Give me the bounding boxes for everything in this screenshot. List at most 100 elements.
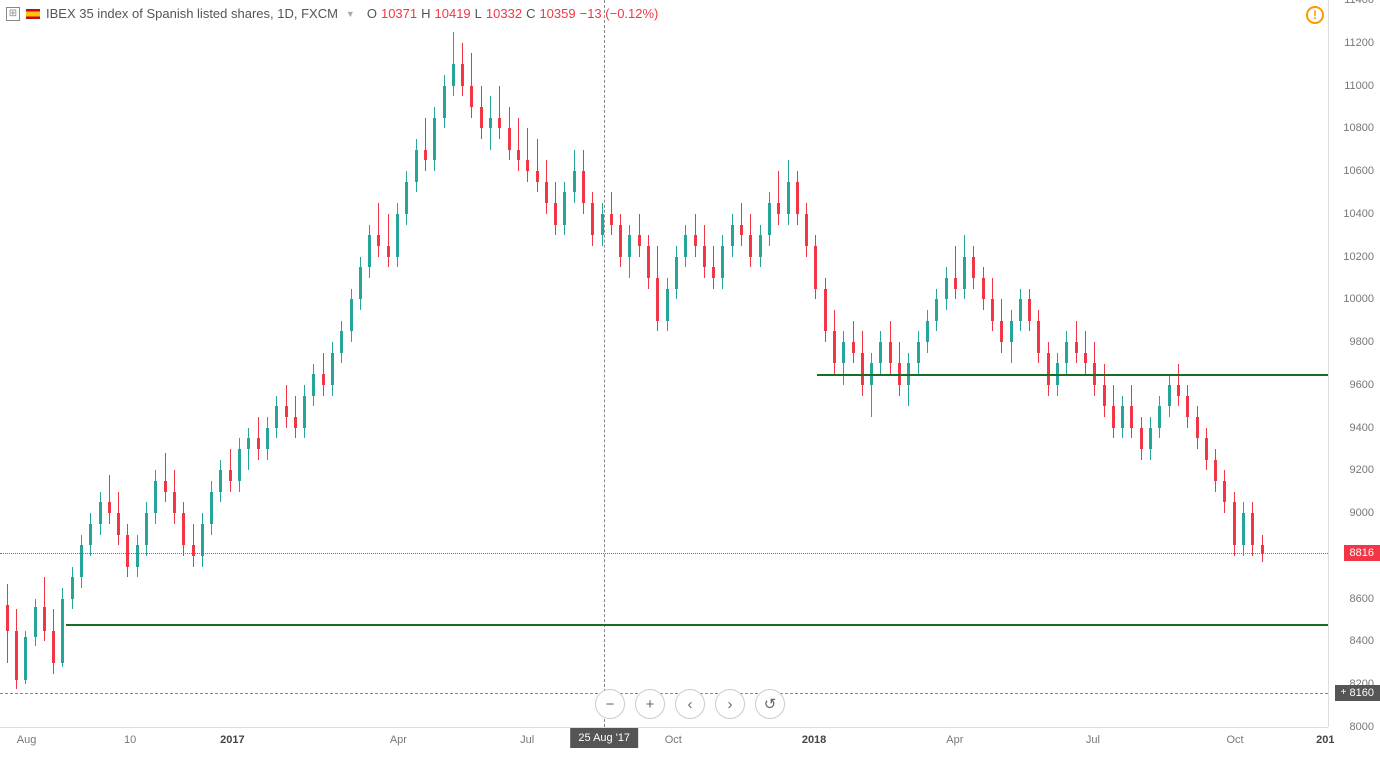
candle <box>1020 289 1021 332</box>
candle <box>174 470 175 523</box>
candle <box>1159 396 1160 439</box>
candle <box>1215 449 1216 492</box>
expand-icon[interactable]: ⊞ <box>6 7 20 21</box>
candle <box>537 139 538 192</box>
candle <box>1066 331 1067 374</box>
candle <box>592 192 593 245</box>
candle <box>1104 364 1105 417</box>
candle <box>871 353 872 417</box>
candle <box>35 599 36 646</box>
candle <box>620 214 621 267</box>
y-tick: 10400 <box>1343 208 1374 220</box>
x-tick: Jul <box>520 734 534 746</box>
candle <box>193 524 194 567</box>
y-tick: 11200 <box>1344 37 1374 49</box>
candle <box>973 246 974 289</box>
candle <box>90 513 91 556</box>
candle <box>146 502 147 555</box>
reset-button[interactable]: ↺ <box>755 689 785 719</box>
candle <box>239 438 240 491</box>
candle <box>862 331 863 395</box>
candle <box>1085 331 1086 374</box>
candle <box>629 225 630 278</box>
candle <box>843 331 844 384</box>
candle <box>574 150 575 203</box>
candle <box>815 235 816 299</box>
scroll-right-button[interactable]: › <box>715 689 745 719</box>
chart-toolbar: − + ‹ › ↺ <box>595 689 785 719</box>
candle <box>1187 385 1188 428</box>
candle <box>481 86 482 139</box>
candle <box>137 535 138 578</box>
current-price-line <box>0 553 1328 554</box>
candle <box>1234 492 1235 556</box>
crosshair-vertical <box>604 0 605 727</box>
candle <box>369 225 370 278</box>
candle <box>499 86 500 139</box>
candle <box>760 225 761 268</box>
candle <box>211 481 212 534</box>
candle <box>992 278 993 331</box>
candle <box>1197 406 1198 449</box>
alert-icon[interactable]: ! <box>1306 6 1324 24</box>
zoom-in-button[interactable]: + <box>635 689 665 719</box>
x-tick: Apr <box>946 734 963 746</box>
y-tick: 9200 <box>1350 464 1374 476</box>
chevron-down-icon[interactable]: ▼ <box>346 9 355 19</box>
y-axis[interactable]: 8000820084008600880090009200940096009800… <box>1328 0 1380 727</box>
candle <box>286 385 287 428</box>
y-tick: 8000 <box>1350 721 1374 733</box>
candle <box>1150 417 1151 460</box>
candle <box>81 535 82 588</box>
candle <box>527 128 528 181</box>
candle <box>1224 470 1225 513</box>
candle <box>397 203 398 267</box>
candle <box>72 567 73 610</box>
candle <box>899 342 900 395</box>
candle <box>313 364 314 407</box>
crosshair-date-tag: 25 Aug '17 <box>570 728 638 748</box>
support-line[interactable] <box>817 374 1328 376</box>
candle <box>825 278 826 342</box>
chart-container: ⊞ IBEX 35 index of Spanish listed shares… <box>0 0 1380 757</box>
candle <box>639 214 640 257</box>
crosshair-price-tag: 8160 <box>1335 685 1380 701</box>
candle <box>25 631 26 684</box>
ohlc-c-label: C <box>526 6 535 21</box>
candle <box>100 492 101 535</box>
candle <box>657 246 658 332</box>
zoom-out-button[interactable]: − <box>595 689 625 719</box>
candle <box>964 235 965 299</box>
candle <box>453 32 454 96</box>
chart-plot-area[interactable] <box>0 0 1328 727</box>
candle <box>388 214 389 267</box>
candle <box>583 150 584 214</box>
candle <box>1243 502 1244 555</box>
y-tick: 10000 <box>1343 293 1374 305</box>
candle <box>351 289 352 342</box>
ohlc-l-label: L <box>475 6 482 21</box>
x-axis[interactable]: Aug102017AprJulOct2018AprJulOct20125 Aug… <box>0 727 1328 757</box>
candle <box>853 321 854 364</box>
candle <box>127 524 128 577</box>
candle <box>927 310 928 353</box>
candle <box>946 267 947 310</box>
support-line[interactable] <box>66 624 1328 626</box>
candle <box>378 203 379 256</box>
candle <box>7 584 8 663</box>
candle <box>1206 428 1207 471</box>
candle <box>1122 396 1123 439</box>
candle <box>62 588 63 667</box>
y-tick: 9800 <box>1350 336 1374 348</box>
candle <box>1076 321 1077 364</box>
scroll-left-button[interactable]: ‹ <box>675 689 705 719</box>
y-tick: 11400 <box>1344 0 1374 6</box>
candle <box>518 118 519 171</box>
x-tick: Oct <box>1226 734 1243 746</box>
candle <box>648 235 649 288</box>
candle <box>713 246 714 289</box>
candle <box>1094 342 1095 395</box>
x-tick: Apr <box>390 734 407 746</box>
candle <box>1178 364 1179 407</box>
x-tick: 2017 <box>220 734 244 746</box>
